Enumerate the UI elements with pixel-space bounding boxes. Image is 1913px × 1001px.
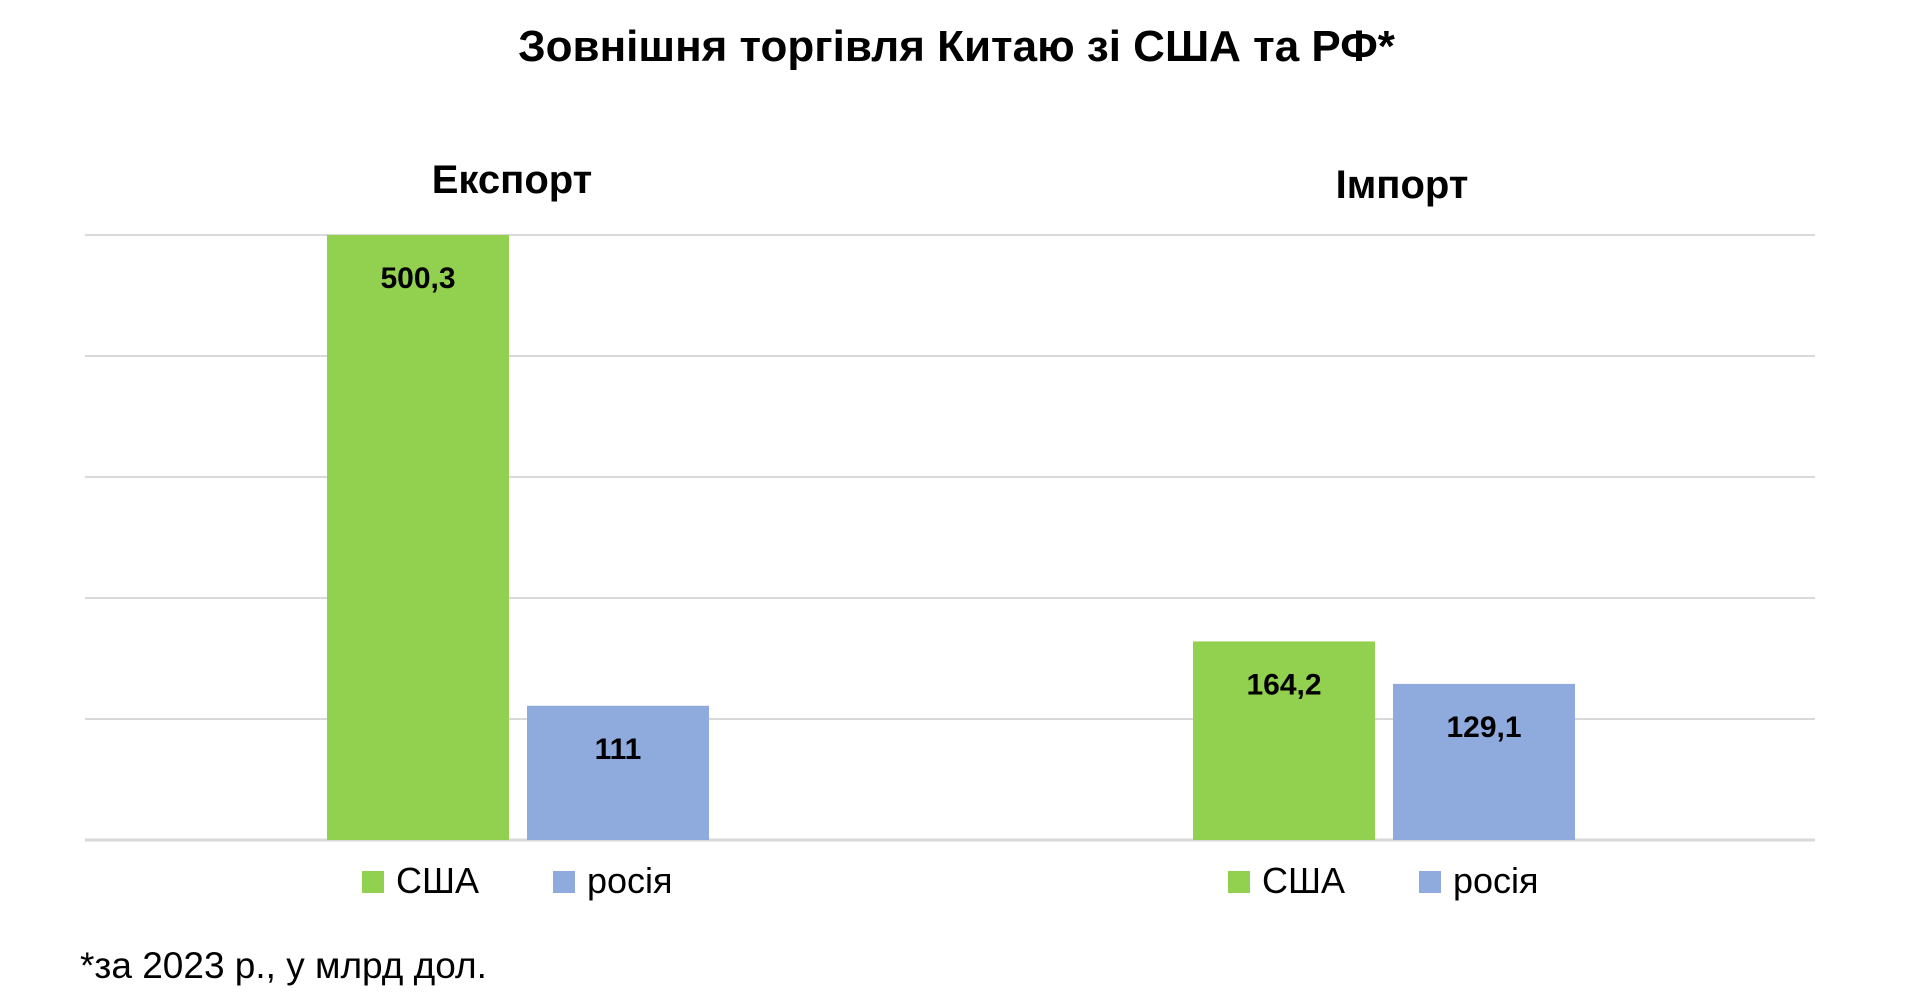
panel-title-export: Експорт <box>431 158 593 202</box>
legend-label: США <box>1262 860 1345 901</box>
legend-label: США <box>396 860 479 901</box>
bar-import-russia <box>1393 683 1575 840</box>
chart-title: Зовнішня торгівля Китаю зі США та РФ* <box>518 22 1395 71</box>
bar-import-usa <box>1193 641 1375 840</box>
legend-swatch <box>1228 871 1250 893</box>
legend-swatch <box>1419 871 1441 893</box>
legend-label: росія <box>1453 860 1539 901</box>
data-label: 164,2 <box>1246 668 1321 701</box>
chart-footnote: *за 2023 р., у млрд дол. <box>80 945 487 986</box>
bar-export-russia <box>527 705 709 840</box>
legend-swatch <box>362 871 384 893</box>
bar-export-usa <box>327 235 509 840</box>
data-label: 111 <box>595 733 642 766</box>
data-label: 129,1 <box>1446 711 1521 744</box>
panel-title-import: Імпорт <box>1335 163 1469 207</box>
legend-swatch <box>553 871 575 893</box>
legend-label: росія <box>587 860 673 901</box>
data-label: 500,3 <box>380 262 455 295</box>
